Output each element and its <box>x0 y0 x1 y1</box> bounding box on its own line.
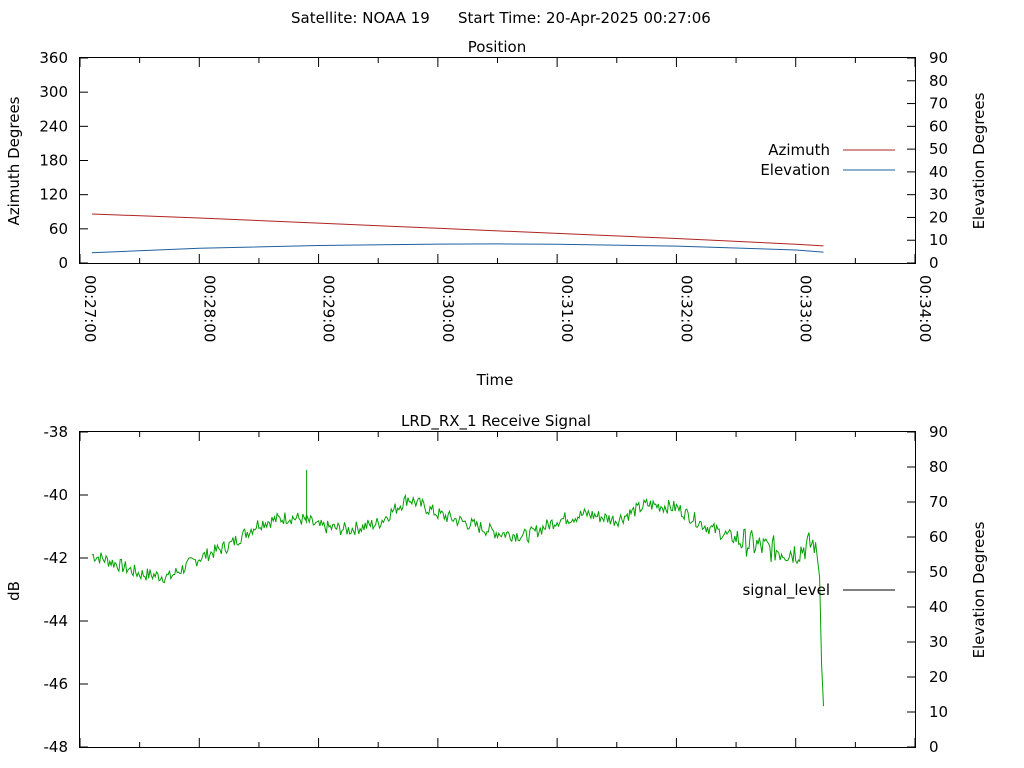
y2-tick-label: 30 <box>929 186 948 204</box>
y2-tick-label: 50 <box>929 563 948 581</box>
satellite-label: Satellite: NOAA 19 <box>291 9 430 27</box>
position-chart: Position Time Azimuth Degrees Elevation … <box>5 38 988 389</box>
y2-tick-label: 50 <box>929 140 948 158</box>
signal-legend: signal_level <box>742 581 895 600</box>
legend-label-azimuth: Azimuth <box>768 141 830 159</box>
db-axis-label: dB <box>5 581 23 601</box>
y-tick-label: 360 <box>39 49 68 67</box>
y2-tick-label: 30 <box>929 633 948 651</box>
y-tick-label: -40 <box>44 486 69 504</box>
y2-tick-label: 20 <box>929 668 948 686</box>
y2-tick-label: 40 <box>929 163 948 181</box>
y2-tick-label: 70 <box>929 95 948 113</box>
y-tick-label: 120 <box>39 186 68 204</box>
start-time-label: Start Time: 20-Apr-2025 00:27:06 <box>458 9 711 27</box>
y2-tick-label: 60 <box>929 117 948 135</box>
y2-tick-label: 10 <box>929 231 948 249</box>
legend-label-elevation: Elevation <box>760 161 830 179</box>
y2-tick-label: 70 <box>929 493 948 511</box>
signal-chart-title: LRD_RX_1 Receive Signal <box>401 412 591 431</box>
y-tick-label: -38 <box>44 423 69 441</box>
y-tick-label: -42 <box>44 549 69 567</box>
elevation-axis-label: Elevation Degrees <box>970 92 988 229</box>
series-line-elevation <box>91 243 824 254</box>
x-tick-label: 00:30:00 <box>439 275 457 342</box>
x-tick-label: 00:34:00 <box>916 275 934 342</box>
y2-tick-label: 10 <box>929 703 948 721</box>
x-tick-label: 00:28:00 <box>200 275 218 342</box>
y2-tick-label: 80 <box>929 458 948 476</box>
legend-label-signal_level: signal_level <box>742 581 830 600</box>
signal-chart: LRD_RX_1 Receive Signal dB Elevation Deg… <box>5 412 988 756</box>
position-plot-frame <box>79 57 916 264</box>
x-tick-label: 00:32:00 <box>677 275 695 342</box>
signal-series <box>91 469 824 707</box>
position-axes: 00:27:00 00:28:00 00:29:00 00:30:00 00:31:00… <box>39 49 948 342</box>
signal-plot-frame <box>79 431 916 748</box>
y2-tick-label: 0 <box>929 254 939 272</box>
x-tick-label: 00:31:00 <box>558 275 576 342</box>
position-series <box>91 213 824 254</box>
x-tick-label: 00:27:00 <box>81 275 99 342</box>
y-tick-label: 0 <box>58 254 68 272</box>
series-line-azimuth <box>91 213 824 247</box>
y-tick-label: -46 <box>44 675 69 693</box>
position-chart-title: Position <box>468 38 526 56</box>
y2-tick-label: 20 <box>929 208 948 226</box>
series-line-signal_level <box>91 493 824 707</box>
y2-tick-label: 90 <box>929 49 948 67</box>
y2-tick-label: 80 <box>929 72 948 90</box>
x-tick-label: 00:33:00 <box>797 275 815 342</box>
position-x-axis-label: Time <box>476 371 514 389</box>
signal-elevation-axis-label: Elevation Degrees <box>970 521 988 658</box>
y-tick-label: 60 <box>49 220 68 238</box>
y-tick-label: -48 <box>44 738 69 756</box>
y-tick-label: 300 <box>39 83 68 101</box>
y2-tick-label: 40 <box>929 598 948 616</box>
y2-tick-label: 0 <box>929 738 939 756</box>
y2-tick-label: 90 <box>929 423 948 441</box>
y2-tick-label: 60 <box>929 528 948 546</box>
y-tick-label: 180 <box>39 152 68 170</box>
y-tick-label: 240 <box>39 117 68 135</box>
azimuth-axis-label: Azimuth Degrees <box>5 96 23 225</box>
position-legend: Azimuth Elevation <box>760 141 895 179</box>
y-tick-label: -44 <box>44 612 69 630</box>
x-tick-label: 00:29:00 <box>320 275 338 342</box>
signal-axes: -48 -46 -44 -42 -40 -38 0 10 20 30 40 50 60 70 80 90 <box>44 423 949 756</box>
